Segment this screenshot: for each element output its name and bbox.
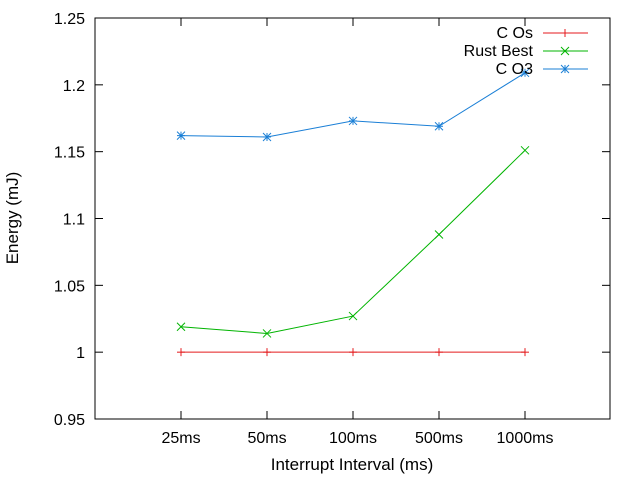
x-tick-label: 500ms bbox=[415, 430, 463, 447]
series-c-os bbox=[177, 348, 529, 357]
data-point bbox=[262, 132, 272, 142]
y-tick-label: 1.15 bbox=[54, 145, 85, 162]
series-layer bbox=[176, 68, 530, 357]
data-point bbox=[262, 329, 272, 338]
data-point bbox=[262, 132, 272, 142]
data-point bbox=[349, 348, 357, 357]
legend-marker bbox=[560, 64, 570, 74]
data-point bbox=[520, 68, 530, 78]
x-axis-title: Interrupt Interval (ms) bbox=[271, 455, 434, 474]
series-line bbox=[180, 149, 526, 334]
x-tick-label: 100ms bbox=[329, 430, 377, 447]
legend-label: C O3 bbox=[496, 61, 533, 78]
series-c-o3 bbox=[176, 68, 530, 142]
y-tick-label: 1.05 bbox=[54, 278, 85, 295]
data-point bbox=[348, 311, 358, 321]
y-tick-label: 1 bbox=[76, 345, 85, 362]
data-point bbox=[177, 348, 185, 357]
y-tick-label: 1.2 bbox=[63, 78, 85, 95]
y-axis-title: Energy (mJ) bbox=[3, 172, 22, 265]
data-point bbox=[434, 230, 444, 239]
data-point bbox=[176, 131, 186, 140]
y-tick-label: 0.95 bbox=[54, 412, 85, 429]
y-axis: 0.95 1 1.05 1.1 1.15 1.2 1.25 bbox=[54, 11, 610, 429]
data-point bbox=[348, 311, 358, 321]
legend-marker bbox=[560, 46, 570, 56]
plot-frame bbox=[94, 17, 611, 420]
y-tick-label: 1.25 bbox=[54, 11, 85, 28]
x-tick-label: 1000ms bbox=[497, 430, 554, 447]
legend-label: C Os bbox=[497, 25, 533, 42]
data-point bbox=[348, 116, 358, 126]
y-tick-label: 1.1 bbox=[63, 212, 85, 229]
x-tick-label: 50ms bbox=[247, 430, 286, 447]
data-point bbox=[520, 68, 530, 78]
x-axis: 25ms 50ms 100ms 500ms 1000ms bbox=[161, 18, 553, 447]
data-point bbox=[435, 348, 443, 357]
data-point bbox=[348, 116, 358, 126]
data-point bbox=[521, 348, 529, 357]
legend-label: Rust Best bbox=[464, 43, 534, 60]
data-point bbox=[434, 121, 444, 131]
legend-marker bbox=[560, 46, 570, 56]
series-line bbox=[180, 72, 526, 138]
data-point bbox=[262, 329, 272, 338]
data-point bbox=[434, 121, 444, 131]
data-point bbox=[263, 348, 271, 357]
data-point bbox=[520, 145, 530, 155]
data-point bbox=[176, 322, 186, 332]
series-rust-best bbox=[176, 145, 530, 338]
data-point bbox=[176, 131, 186, 140]
data-point bbox=[176, 322, 186, 332]
x-tick-label: 25ms bbox=[161, 430, 200, 447]
legend-marker bbox=[561, 29, 569, 37]
data-point bbox=[520, 145, 530, 155]
legend-marker bbox=[560, 64, 570, 74]
data-point bbox=[434, 230, 444, 239]
